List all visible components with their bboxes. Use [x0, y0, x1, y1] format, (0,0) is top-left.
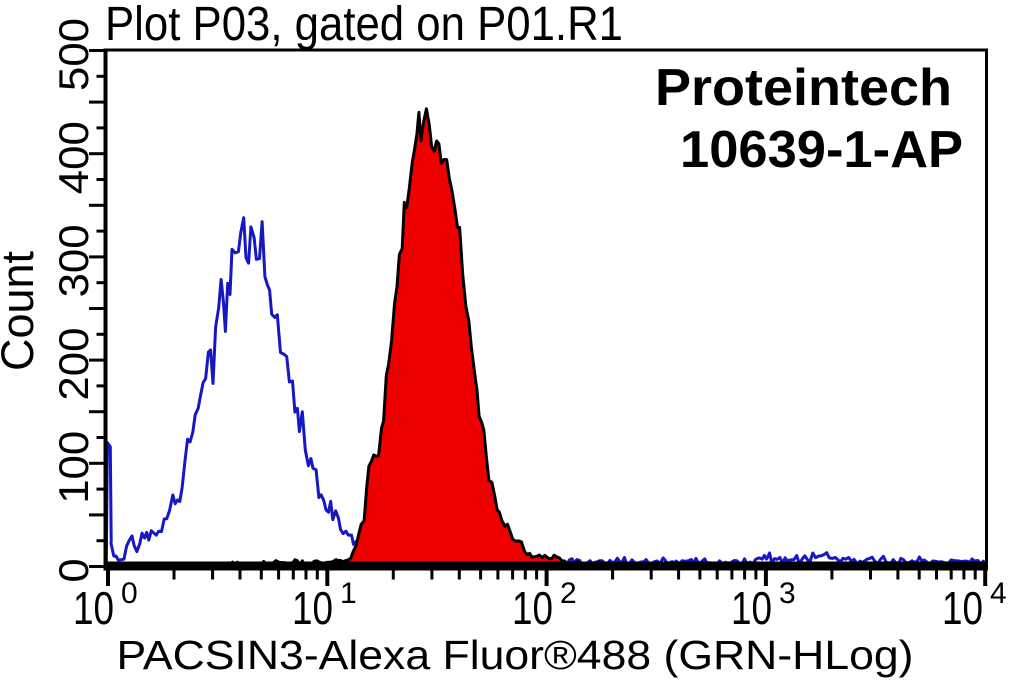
svg-text:10: 10	[292, 582, 333, 634]
svg-text:2: 2	[560, 577, 577, 610]
svg-text:PACSIN3-Alexa Fluor®488 (GRN-H: PACSIN3-Alexa Fluor®488 (GRN-HLog)	[117, 632, 914, 678]
svg-text:1: 1	[340, 577, 357, 610]
svg-text:10: 10	[512, 582, 553, 634]
svg-text:10: 10	[73, 582, 114, 634]
svg-text:0: 0	[121, 577, 138, 610]
svg-text:10: 10	[731, 582, 772, 634]
svg-text:500: 500	[50, 18, 97, 91]
svg-text:0: 0	[50, 559, 97, 583]
svg-text:100: 100	[50, 431, 97, 504]
svg-text:10639-1-AP: 10639-1-AP	[680, 121, 963, 179]
svg-text:10: 10	[942, 582, 983, 634]
svg-text:200: 200	[50, 328, 97, 401]
svg-text:Plot P03, gated on P01.R1: Plot P03, gated on P01.R1	[105, 0, 623, 51]
svg-text:Proteintech: Proteintech	[655, 59, 952, 117]
svg-text:3: 3	[779, 577, 796, 610]
svg-text:300: 300	[50, 224, 97, 297]
svg-text:4: 4	[990, 577, 1007, 610]
svg-text:400: 400	[50, 121, 97, 194]
svg-text:Count: Count	[0, 251, 43, 371]
